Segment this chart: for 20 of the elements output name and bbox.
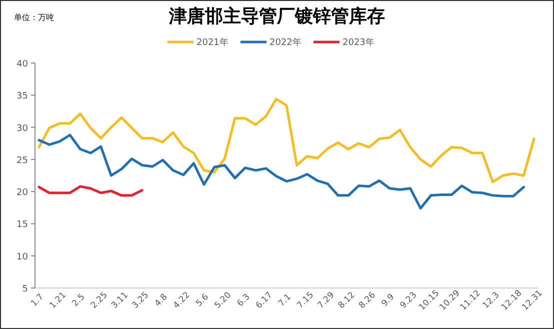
legend-label: 2021年 — [196, 37, 228, 48]
x-tick-label: 1.7 — [29, 292, 46, 309]
y-tick-label: 10 — [16, 252, 28, 262]
y-tick-label: 30 — [16, 124, 28, 134]
y-tick-label: 35 — [16, 92, 28, 102]
x-tick-label: 5.6 — [194, 292, 211, 309]
x-tick-label: 6.3 — [236, 292, 252, 309]
y-tick-label: 15 — [16, 220, 28, 230]
x-tick-label: 4.8 — [153, 292, 170, 309]
y-tick-label: 5 — [22, 284, 28, 294]
y-tick-label: 20 — [16, 188, 28, 198]
x-tick-label: 2.5 — [70, 292, 88, 309]
chart-title: 津唐邯主导管厂镀锌管库存 — [168, 6, 385, 27]
x-tick-label: 7.1 — [276, 292, 294, 309]
y-tick-label: 25 — [16, 156, 28, 166]
x-tick-label: 9.9 — [380, 292, 397, 309]
y-tick-label: 40 — [16, 60, 28, 70]
legend-label: 2023年 — [342, 37, 374, 48]
legend-label: 2022年 — [270, 37, 302, 48]
text: 单位：万吨 — [14, 13, 54, 22]
